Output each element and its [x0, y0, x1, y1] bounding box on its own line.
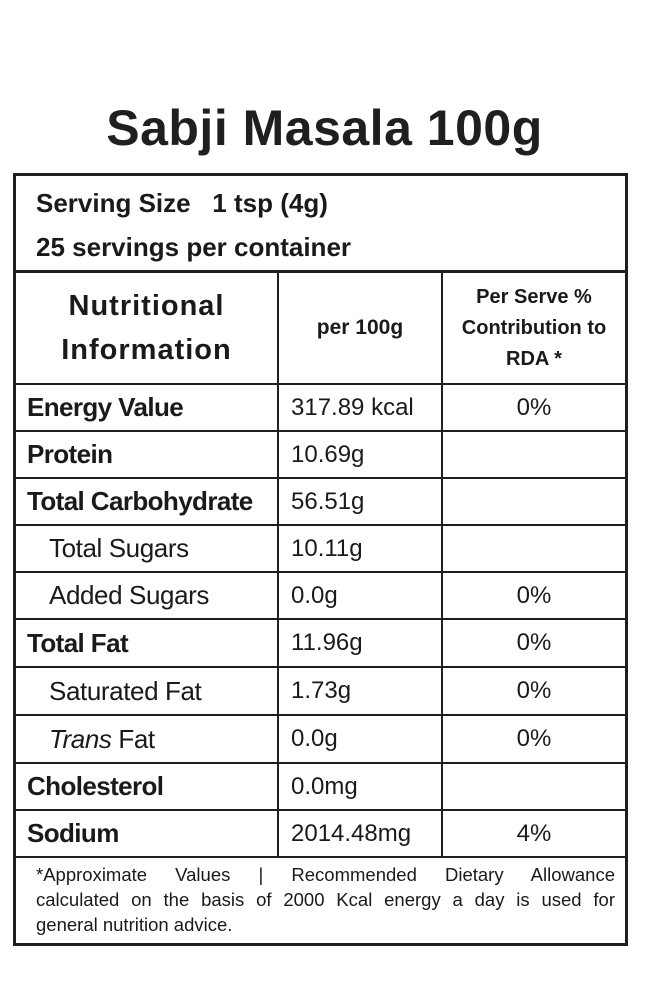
trans-rest: Fat	[111, 723, 155, 754]
table-header-row: Nutritional Information per 100g Per Ser…	[16, 273, 625, 385]
nutrient-name: Protein	[16, 430, 279, 479]
nutrient-name: Trans Fat	[16, 714, 279, 764]
nutrient-name: Saturated Fat	[16, 666, 279, 716]
nutrient-value: 0.0g	[277, 714, 443, 764]
row-sodium: Sodium 2014.48mg 4%	[16, 809, 625, 858]
servings-per-container: 25 servings per container	[36, 232, 352, 262]
header-rda-line3: RDA *	[506, 347, 562, 370]
nutrient-name: Total Sugars	[16, 524, 279, 573]
footnote-line2: calculated on the basis of 2000 Kcal ene…	[36, 889, 615, 910]
serving-size: Serving Size 1 tsp (4g)	[36, 188, 328, 218]
nutrient-rda	[441, 477, 625, 526]
header-rda-line2: Contribution to	[461, 316, 607, 339]
trans-italic: Trans	[49, 723, 112, 754]
nutrient-rda	[441, 762, 625, 811]
footnote: *Approximate Values | Recommended Dietar…	[16, 854, 625, 943]
nutrient-value: 1.73g	[277, 666, 443, 716]
header-per-100g: per 100g	[277, 273, 443, 385]
nutrient-rda: 0%	[441, 714, 625, 764]
nutrient-value: 317.89 kcal	[277, 383, 443, 432]
row-total-sugars: Total Sugars 10.11g	[16, 524, 625, 573]
header-rda-line1: Per Serve %	[476, 285, 592, 308]
nutrient-value: 10.69g	[277, 430, 443, 479]
nutrient-value: 0.0g	[277, 571, 443, 620]
row-trans-fat: Trans Fat 0.0g 0%	[16, 714, 625, 764]
nutrient-name: Cholesterol	[16, 762, 279, 811]
nutrition-facts-panel: Serving Size 1 tsp (4g) 25 servings per …	[13, 173, 628, 946]
nutrient-name: Total Carbohydrate	[16, 477, 279, 526]
row-cholesterol: Cholesterol 0.0mg	[16, 762, 625, 811]
nutrient-rda	[441, 430, 625, 479]
nutrient-rda: 0%	[441, 383, 625, 432]
product-title: Sabji Masala 100g	[106, 100, 543, 156]
nutrient-value: 0.0mg	[277, 762, 443, 811]
nutrient-name: Total Fat	[16, 618, 279, 668]
nutrient-rda: 4%	[441, 809, 625, 858]
header-nutritional-line2: Information	[61, 334, 232, 366]
nutrient-name: Energy Value	[16, 383, 279, 432]
nutrient-rda	[441, 524, 625, 573]
row-saturated-fat: Saturated Fat 1.73g 0%	[16, 666, 625, 716]
nutrient-name: Added Sugars	[16, 571, 279, 620]
nutrient-value: 56.51g	[277, 477, 443, 526]
nutrient-value: 2014.48mg	[277, 809, 443, 858]
nutrient-name: Sodium	[16, 809, 279, 858]
nutrient-value: 11.96g	[277, 618, 443, 668]
row-energy-value: Energy Value 317.89 kcal 0%	[16, 383, 625, 432]
footnote-line3: general nutrition advice.	[36, 914, 233, 935]
nutrition-table: Nutritional Information per 100g Per Ser…	[16, 273, 625, 858]
header-nutritional-information: Nutritional Information	[16, 273, 279, 385]
nutrient-value: 10.11g	[277, 524, 443, 573]
row-added-sugars: Added Sugars 0.0g 0%	[16, 571, 625, 620]
nutrient-rda: 0%	[441, 618, 625, 668]
header-rda: Per Serve % Contribution to RDA *	[441, 273, 625, 385]
row-total-carbohydrate: Total Carbohydrate 56.51g	[16, 477, 625, 526]
row-total-fat: Total Fat 11.96g 0%	[16, 618, 625, 668]
nutrient-rda: 0%	[441, 571, 625, 620]
serving-info: Serving Size 1 tsp (4g) 25 servings per …	[16, 176, 625, 273]
nutrient-rda: 0%	[441, 666, 625, 716]
header-nutritional-line1: Nutritional	[68, 290, 225, 322]
row-protein: Protein 10.69g	[16, 430, 625, 479]
footnote-line1: *Approximate Values | Recommended Dietar…	[36, 864, 615, 885]
